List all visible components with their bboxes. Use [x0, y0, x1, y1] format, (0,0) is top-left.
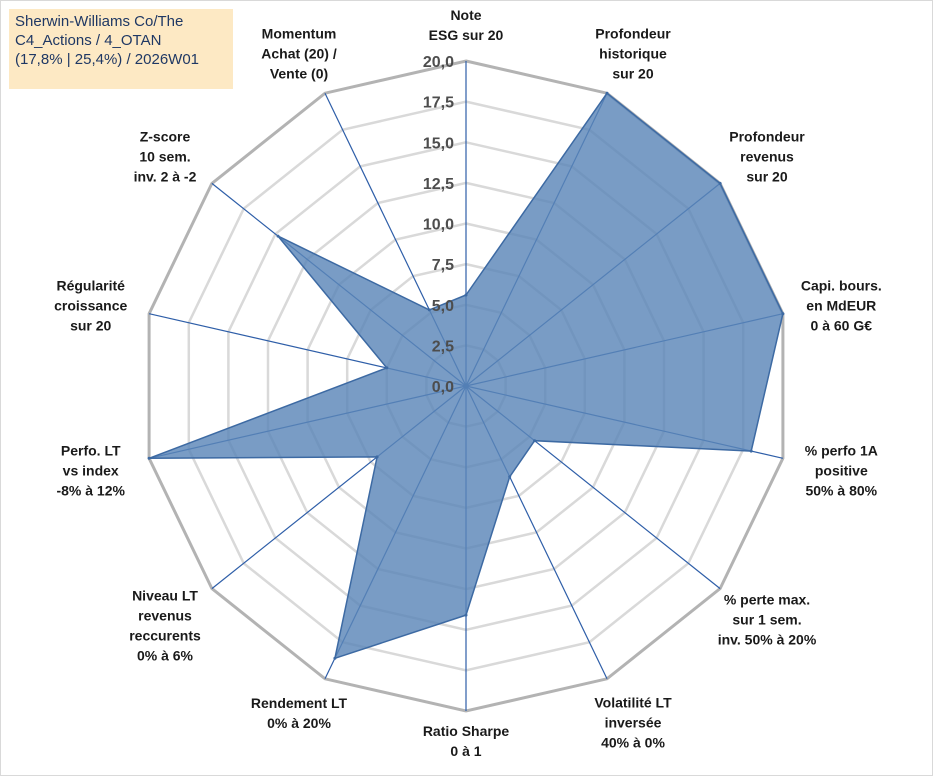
axis-label-4: % perfo 1A positive 50% à 80%: [805, 443, 878, 499]
data-point-11: [385, 366, 389, 370]
axis-label-13-line-2: Vente (0): [270, 66, 328, 82]
data-point-3: [781, 312, 785, 316]
data-point-5: [533, 439, 537, 443]
axis-label-1-line-1: historique: [599, 46, 667, 62]
axis-label-1-line-0: Profondeur: [595, 26, 671, 42]
radar-series: [147, 91, 785, 660]
axis-label-5-line-0: % perte max.: [724, 591, 810, 607]
axis-label-0-line-1: ESG sur 20: [429, 27, 504, 43]
tick-label-5: 12,5: [423, 176, 454, 193]
axis-label-6-line-1: inversée: [605, 714, 662, 730]
data-point-10: [147, 456, 151, 460]
axis-label-8-line-0: Rendement LT: [251, 695, 348, 711]
axis-label-6-line-2: 40% à 0%: [601, 734, 665, 750]
tick-label-4: 10,0: [423, 217, 454, 234]
data-point-7: [464, 613, 468, 617]
axis-label-12: Z-score 10 sem. inv. 2 à -2: [134, 129, 197, 185]
tick-label-2: 5,0: [432, 298, 454, 315]
data-point-13: [427, 308, 431, 312]
axis-label-6-line-0: Volatilité LT: [594, 694, 672, 710]
axis-label-4-line-2: 50% à 80%: [805, 483, 877, 499]
axis-label-13-line-0: Momentum: [262, 26, 337, 42]
axis-label-13-line-1: Achat (20) /: [261, 46, 337, 62]
data-point-1: [605, 91, 609, 95]
axis-label-2-line-2: sur 20: [746, 169, 787, 185]
axis-label-12-line-2: inv. 2 à -2: [134, 169, 197, 185]
data-point-6: [508, 475, 512, 479]
axis-label-5-line-1: sur 1 sem.: [732, 611, 801, 627]
axis-label-2: Profondeur revenus sur 20: [729, 129, 805, 185]
axis-label-12-line-0: Z-score: [140, 129, 191, 145]
tick-label-6: 15,0: [423, 135, 454, 152]
axis-label-1: Profondeur historique sur 20: [595, 26, 671, 82]
axis-labels: Note ESG sur 20 Profondeur historique sur 20…: [54, 7, 882, 759]
tick-label-8: 20,0: [423, 54, 454, 71]
axis-label-10-line-0: Perfo. LT: [61, 443, 121, 459]
axis-label-4-line-0: % perfo 1A: [805, 443, 878, 459]
axis-label-4-line-1: positive: [815, 463, 868, 479]
axis-label-10-line-1: vs index: [63, 463, 119, 479]
axis-label-8: Rendement LT 0% à 20%: [251, 695, 348, 731]
data-point-12: [276, 234, 280, 238]
axis-label-2-line-0: Profondeur: [729, 129, 805, 145]
axis-label-3: Capi. bours. en MdEUR 0 à 60 G€: [801, 277, 882, 333]
tick-label-1: 2,5: [432, 338, 454, 355]
tick-label-7: 17,5: [423, 95, 454, 112]
axis-label-0-line-0: Note: [450, 7, 481, 23]
axis-label-11: Régularité croissance sur 20: [54, 277, 127, 333]
axis-label-10: Perfo. LT vs index -8% à 12%: [56, 443, 125, 499]
axis-label-9: Niveau LT revenus reccurents 0% à 6%: [129, 588, 201, 664]
data-point-9: [375, 455, 379, 459]
axis-label-3-line-2: 0 à 60 G€: [811, 317, 873, 333]
axis-label-5: % perte max. sur 1 sem. inv. 50% à 20%: [718, 591, 817, 647]
axis-label-7-line-0: Ratio Sharpe: [423, 723, 510, 739]
axis-label-8-line-1: 0% à 20%: [267, 715, 331, 731]
data-point-0: [464, 293, 468, 297]
axis-label-5-line-2: inv. 50% à 20%: [718, 631, 817, 647]
axis-label-1-line-2: sur 20: [612, 66, 653, 82]
axis-label-11-line-2: sur 20: [70, 317, 111, 333]
data-point-8: [333, 656, 337, 660]
axis-label-12-line-1: 10 sem.: [139, 149, 190, 165]
radial-tick-labels: 0,0 2,5 5,0 7,5 10,0 12,5 15,0 17,5 20,0: [423, 54, 454, 396]
title-line-2: C4_Actions / 4_OTAN: [15, 32, 162, 49]
tick-label-3: 7,5: [432, 257, 454, 274]
data-point-2: [718, 181, 722, 185]
title-line-3: (17,8% | 25,4%) / 2026W01: [15, 51, 199, 68]
axis-label-13: Momentum Achat (20) / Vente (0): [261, 26, 337, 82]
axis-label-6: Volatilité LT inversée 40% à 0%: [594, 694, 672, 750]
axis-label-3-line-1: en MdEUR: [806, 297, 876, 313]
title-line-1: Sherwin-Williams Co/The: [15, 13, 184, 30]
axis-label-11-line-1: croissance: [54, 297, 127, 313]
axis-label-9-line-2: reccurents: [129, 628, 201, 644]
axis-label-11-line-0: Régularité: [56, 277, 125, 293]
axis-label-7-line-1: 0 à 1: [450, 743, 481, 759]
axis-label-2-line-1: revenus: [740, 149, 794, 165]
axis-label-9-line-0: Niveau LT: [132, 588, 198, 604]
axis-label-3-line-0: Capi. bours.: [801, 277, 882, 293]
axis-label-7: Ratio Sharpe 0 à 1: [423, 723, 510, 759]
axis-label-0: Note ESG sur 20: [429, 7, 504, 43]
axis-label-9-line-1: revenus: [138, 608, 192, 624]
axis-label-9-line-3: 0% à 6%: [137, 648, 194, 664]
tick-label-0: 0,0: [432, 379, 454, 396]
chart-title-box: Sherwin-Williams Co/The C4_Actions / 4_O…: [9, 9, 233, 89]
axis-label-10-line-2: -8% à 12%: [56, 483, 125, 499]
data-point-4: [749, 449, 753, 453]
